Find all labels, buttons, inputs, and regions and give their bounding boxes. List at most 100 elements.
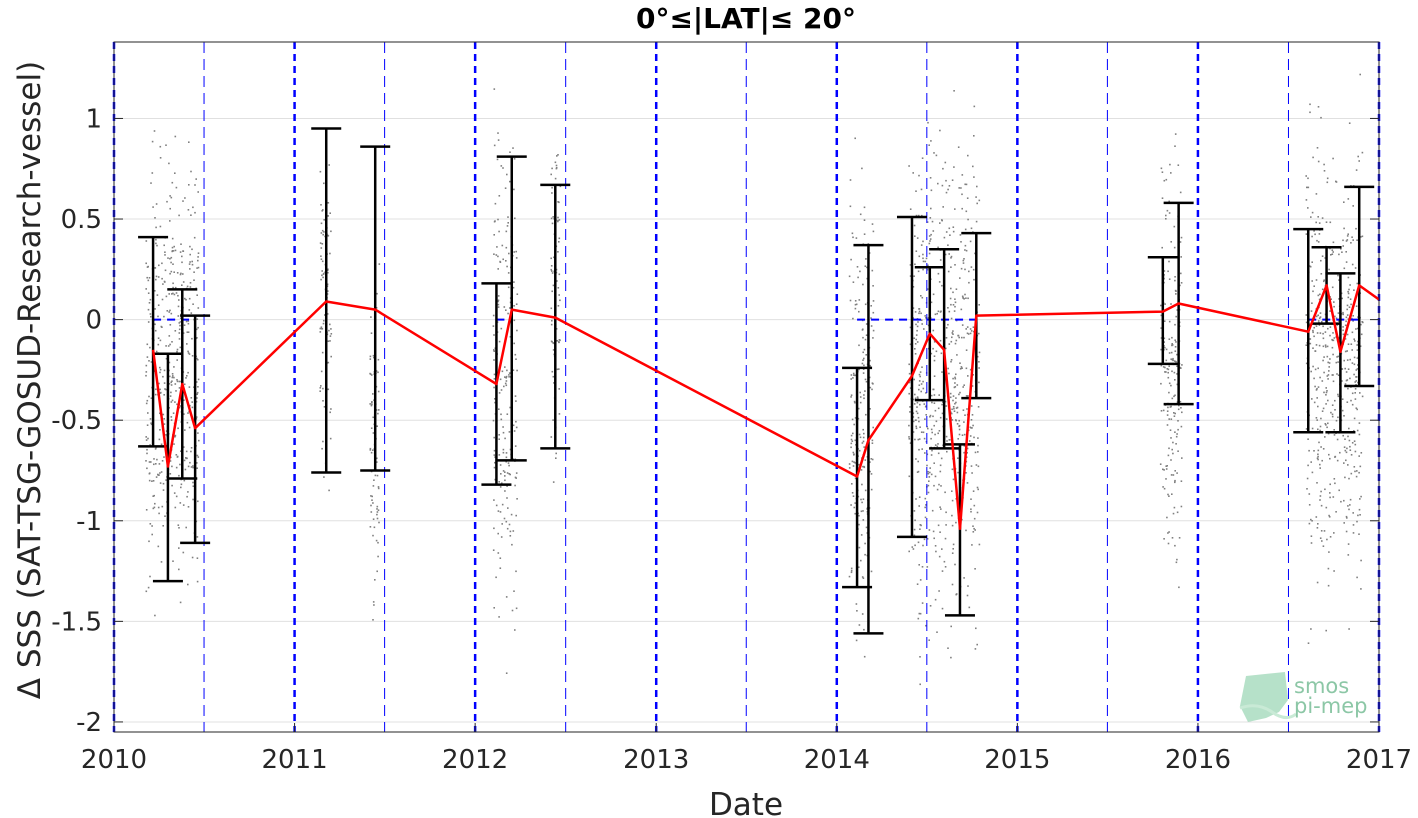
scatter-point <box>933 152 935 154</box>
scatter-point <box>148 479 151 482</box>
scatter-point <box>859 270 861 273</box>
scatter-point <box>169 257 171 260</box>
logo-mark-icon <box>1240 672 1288 722</box>
scatter-point <box>327 215 329 217</box>
scatter-point <box>909 264 912 266</box>
scatter-point <box>193 271 195 273</box>
scatter-point <box>922 431 925 434</box>
scatter-point <box>964 244 967 247</box>
scatter-point <box>1321 410 1324 412</box>
scatter-point <box>964 228 967 231</box>
scatter-point <box>510 513 513 516</box>
scatter-point <box>188 141 190 143</box>
scatter-point <box>164 251 166 253</box>
scatter-point <box>197 456 200 458</box>
scatter-point <box>1356 357 1359 359</box>
scatter-point <box>147 437 149 440</box>
scatter-point <box>1315 325 1318 327</box>
scatter-point <box>1357 364 1359 366</box>
scatter-point <box>376 505 379 508</box>
scatter-point <box>1305 199 1308 201</box>
scatter-point <box>505 380 508 382</box>
scatter-point <box>1336 356 1338 358</box>
scatter-point <box>969 328 972 330</box>
scatter-point <box>1333 301 1335 303</box>
scatter-point <box>957 334 959 337</box>
scatter-point <box>848 275 851 278</box>
scatter-point <box>977 488 979 491</box>
scatter-point <box>960 187 962 189</box>
scatter-point <box>550 217 553 220</box>
scatter-point <box>954 386 957 388</box>
scatter-point <box>969 368 972 371</box>
scatter-point <box>558 341 560 344</box>
scatter-point <box>939 470 942 473</box>
scatter-point <box>506 485 508 487</box>
scatter-point <box>914 519 916 522</box>
scatter-point <box>978 361 980 363</box>
y-tick-label: 1 <box>85 104 102 134</box>
scatter-point <box>1161 171 1164 173</box>
scatter-point <box>178 299 180 301</box>
scatter-point <box>871 382 874 384</box>
scatter-point <box>186 495 188 498</box>
scatter-point <box>940 508 942 510</box>
scatter-point <box>971 472 973 474</box>
scatter-point <box>1338 253 1340 256</box>
logo-wave-icon <box>1239 704 1297 719</box>
scatter-point <box>505 260 507 262</box>
scatter-point <box>912 172 914 174</box>
scatter-point <box>921 602 924 604</box>
scatter-point <box>170 384 173 386</box>
scatter-point <box>155 238 157 241</box>
scatter-point <box>324 314 326 316</box>
scatter-point <box>963 451 965 454</box>
scatter-point <box>147 308 150 311</box>
scatter-point <box>155 278 157 281</box>
scatter-point <box>162 489 165 491</box>
scatter-point <box>930 301 933 304</box>
scatter-point <box>1161 197 1164 199</box>
scatter-point <box>861 483 863 486</box>
scatter-point <box>1168 352 1171 354</box>
scatter-point <box>182 504 185 506</box>
scatter-point <box>917 214 920 217</box>
scatter-point <box>1343 227 1345 230</box>
scatter-point <box>1356 349 1359 351</box>
scatter-point <box>1174 479 1176 482</box>
scatter-point <box>1349 504 1351 506</box>
scatter-point <box>498 230 500 233</box>
scatter-point <box>908 372 911 375</box>
scatter-point <box>168 383 171 385</box>
scatter-point <box>1164 346 1166 349</box>
scatter-point <box>370 451 373 454</box>
scatter-point <box>1162 366 1165 368</box>
scatter-point <box>853 453 855 455</box>
scatter-point <box>848 575 851 578</box>
scatter-point <box>145 240 148 242</box>
scatter-point <box>928 476 931 478</box>
scatter-point <box>1351 442 1354 444</box>
scatter-point <box>1356 470 1358 472</box>
scatter-point <box>158 474 160 476</box>
scatter-point <box>171 237 174 240</box>
scatter-point <box>167 345 170 347</box>
scatter-point <box>377 486 380 488</box>
scatter-point <box>971 385 974 387</box>
scatter-point <box>376 513 378 516</box>
scatter-point <box>1171 397 1174 400</box>
scatter-point <box>1168 278 1171 280</box>
scatter-point <box>914 348 916 350</box>
scatter-point <box>145 439 148 441</box>
scatter-point <box>932 347 934 350</box>
scatter-point <box>147 279 150 282</box>
scatter-point <box>173 245 175 248</box>
scatter-point <box>928 639 930 641</box>
scatter-point <box>1309 338 1312 340</box>
scatter-point <box>870 458 873 460</box>
scatter-point <box>908 165 910 167</box>
scatter-point <box>919 579 922 581</box>
scatter-point <box>926 268 929 271</box>
scatter-point <box>1317 428 1319 431</box>
scatter-point <box>1318 298 1321 301</box>
